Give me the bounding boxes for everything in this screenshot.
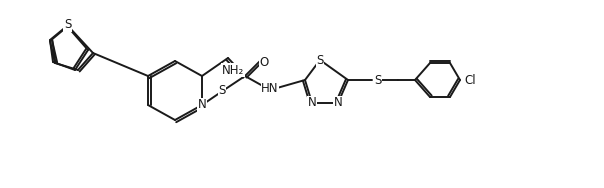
Text: Cl: Cl [464, 74, 476, 86]
Text: NH₂: NH₂ [222, 64, 244, 77]
Text: S: S [374, 74, 381, 86]
Text: S: S [63, 18, 71, 32]
Text: N: N [198, 99, 207, 111]
Text: S: S [316, 54, 324, 67]
Text: S: S [64, 18, 72, 32]
Text: N: N [333, 96, 342, 109]
Text: S: S [218, 83, 226, 96]
Text: HN: HN [262, 82, 279, 95]
Text: O: O [259, 57, 269, 70]
Text: N: N [307, 96, 316, 109]
